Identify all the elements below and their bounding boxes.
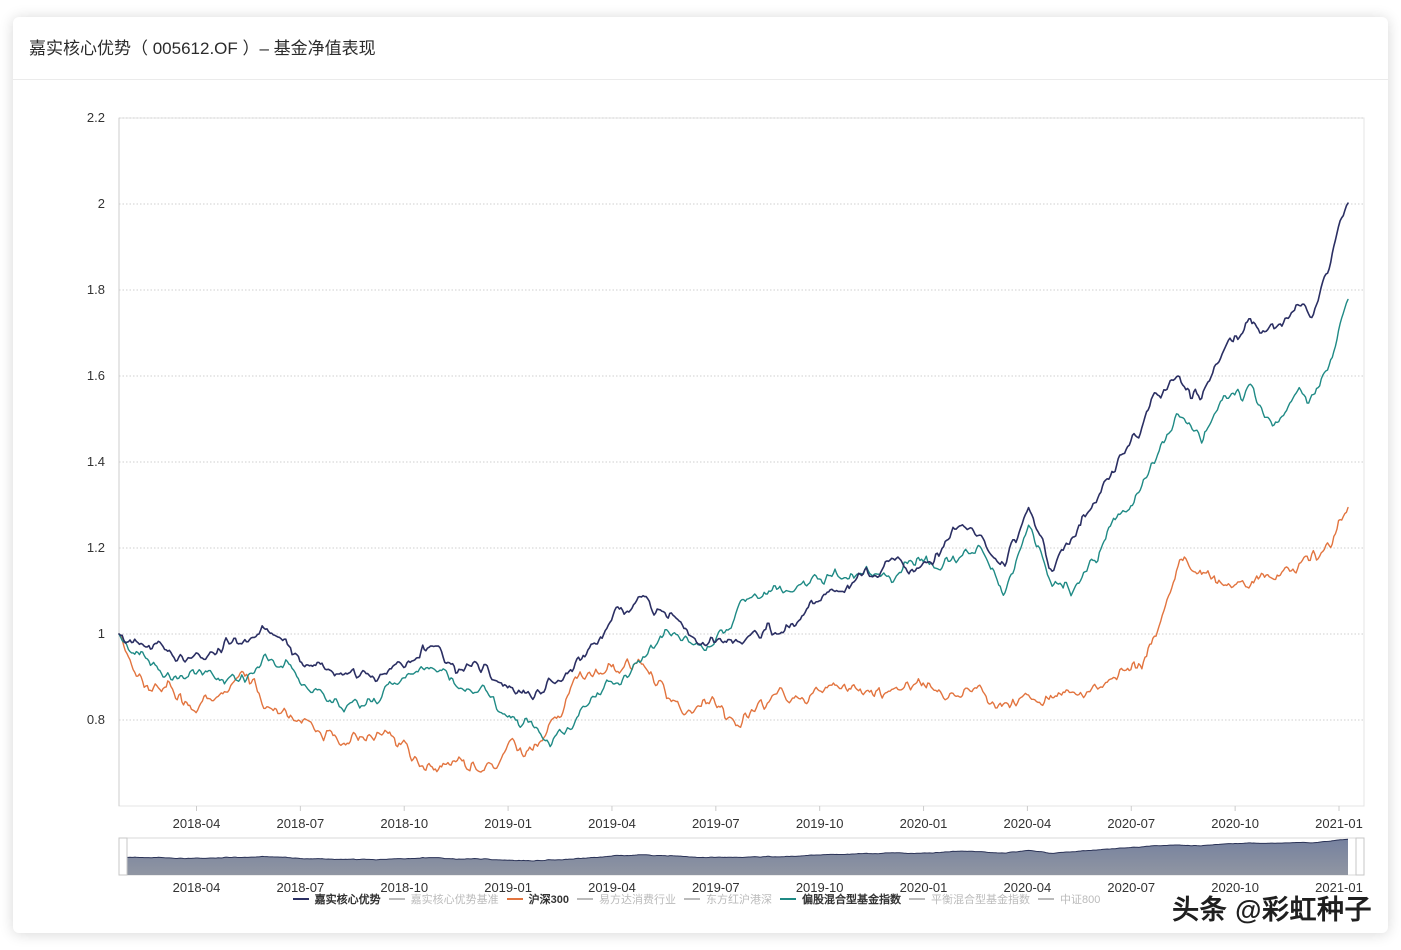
svg-text:2020-04: 2020-04	[1004, 816, 1052, 831]
svg-text:2019-04: 2019-04	[588, 816, 636, 831]
svg-text:2018-10: 2018-10	[380, 816, 428, 831]
svg-text:2020-10: 2020-10	[1211, 816, 1259, 831]
svg-text:2019-10: 2019-10	[796, 816, 844, 831]
svg-text:2020-01: 2020-01	[900, 816, 948, 831]
svg-text:2019-07: 2019-07	[692, 816, 740, 831]
svg-text:2019-01: 2019-01	[484, 816, 532, 831]
svg-text:0.8: 0.8	[87, 712, 105, 727]
svg-text:2.2: 2.2	[87, 110, 105, 125]
svg-text:2020-07: 2020-07	[1107, 816, 1155, 831]
svg-text:1.4: 1.4	[87, 454, 105, 469]
svg-text:2021-01: 2021-01	[1315, 816, 1363, 831]
svg-text:2018-04: 2018-04	[173, 816, 221, 831]
svg-text:1.6: 1.6	[87, 368, 105, 383]
svg-text:1.2: 1.2	[87, 540, 105, 555]
svg-text:1: 1	[98, 626, 105, 641]
svg-text:2018-07: 2018-07	[277, 816, 325, 831]
svg-text:1.8: 1.8	[87, 282, 105, 297]
svg-text:2: 2	[98, 196, 105, 211]
